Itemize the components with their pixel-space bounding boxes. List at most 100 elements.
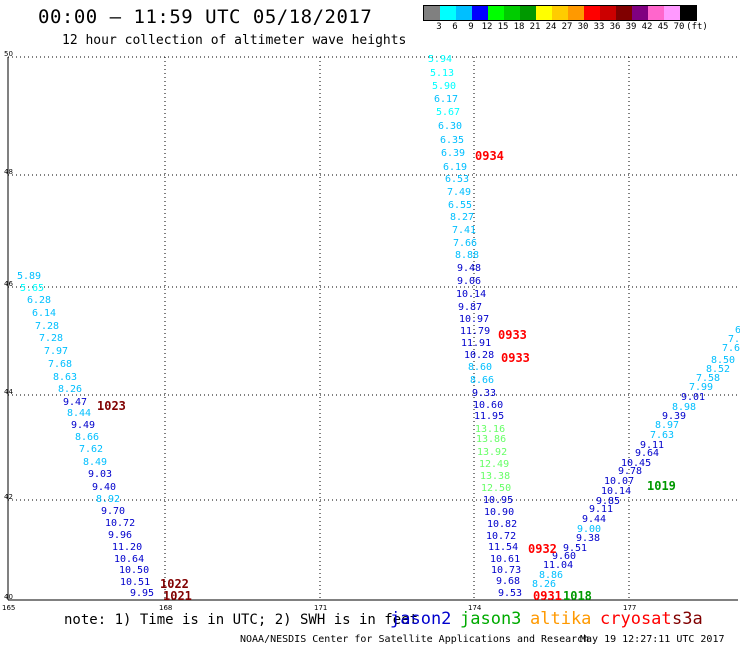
- units-note: note: 1) Time is in UTC; 2) SWH is in fe…: [64, 612, 419, 628]
- wave-height-label: 9.40: [92, 482, 116, 493]
- wave-height-label: 8.97: [655, 420, 679, 431]
- wave-height-label: 10.64: [114, 554, 144, 565]
- legend-label: 45: [657, 22, 669, 32]
- wave-height-label: 9.53: [498, 588, 522, 599]
- wave-height-label: 7.63: [650, 430, 674, 441]
- wave-height-label: 5.65: [20, 283, 44, 294]
- wave-height-label: 10.50: [119, 565, 149, 576]
- pass-time-label: 1021: [163, 589, 192, 603]
- wave-height-label: 13.38: [480, 471, 510, 482]
- wave-height-label: 6.53: [445, 174, 469, 185]
- wave-height-label: 9.33: [472, 388, 496, 399]
- wave-height-label: 10.72: [105, 518, 135, 529]
- wave-height-label: 11.79: [460, 326, 490, 337]
- wave-height-label: 11.04: [543, 560, 573, 571]
- pass-time-label: 1023: [97, 399, 126, 413]
- legend-swatch: [584, 6, 600, 20]
- wave-height-label: 7.41: [452, 225, 476, 236]
- color-scale-legend: [423, 5, 697, 21]
- legend-label: 3: [436, 22, 442, 32]
- legend-label: 9: [468, 22, 474, 32]
- x-tick-label: 174: [468, 604, 482, 612]
- wave-height-label: 8.44: [67, 408, 91, 419]
- legend-swatch: [520, 6, 536, 20]
- wave-height-label: 12.50: [481, 483, 511, 494]
- wave-height-label: 10.82: [487, 519, 517, 530]
- wave-height-label: 5.94: [428, 54, 452, 65]
- legend-label: 12: [481, 22, 493, 32]
- x-tick-label: 171: [314, 604, 327, 612]
- wave-height-label: 10.28: [464, 350, 494, 361]
- wave-height-label: 8.60: [468, 362, 492, 373]
- y-tick-label: 40: [4, 593, 13, 601]
- wave-height-label: 11.54: [488, 542, 518, 553]
- wave-height-label: 10.73: [491, 565, 521, 576]
- wave-height-label: 9.95: [130, 588, 154, 599]
- legend-swatch: [536, 6, 552, 20]
- legend-swatch: [616, 6, 632, 20]
- wave-height-label: 10.72: [486, 531, 516, 542]
- wave-height-label: 7.28: [35, 321, 59, 332]
- wave-height-label: 9.60: [552, 551, 576, 562]
- pass-time-label: 0933: [498, 328, 527, 342]
- x-tick-label: 168: [159, 604, 172, 612]
- wave-height-label: 9.38: [576, 533, 600, 544]
- wave-height-label: 9.51: [563, 543, 587, 554]
- wave-height-label: 9.06: [457, 276, 481, 287]
- wave-height-label: 10.14: [456, 289, 486, 300]
- satellite-s3a-label: s3a: [672, 609, 703, 629]
- wave-height-label: 7.58: [696, 373, 720, 384]
- legend-label: 39: [625, 22, 637, 32]
- wave-height-label: 9.48: [457, 263, 481, 274]
- wave-height-label: 10.51: [120, 577, 150, 588]
- legend-swatch: [664, 6, 680, 20]
- wave-height-label: 10.90: [484, 507, 514, 518]
- pass-time-label: 0933: [501, 351, 530, 365]
- x-tick-label: 165: [2, 604, 15, 612]
- wave-height-label: 10.95: [483, 495, 513, 506]
- legend-swatch: [632, 6, 648, 20]
- legend-label: 18: [513, 22, 525, 32]
- wave-height-label: 6.17: [434, 94, 458, 105]
- wave-height-label: 8.98: [672, 402, 696, 413]
- wave-height-label: 9.03: [88, 469, 112, 480]
- wave-height-label: 9.49: [71, 420, 95, 431]
- wave-height-label: 8.63: [53, 372, 77, 383]
- wave-height-label: 5.89: [17, 271, 41, 282]
- x-tick-label: 177: [623, 604, 636, 612]
- satellite-cryosat-label: cryosat: [600, 609, 672, 629]
- wave-height-label: 10.61: [490, 554, 520, 565]
- wave-height-label: 12.49: [479, 459, 509, 470]
- timestamp-text: May 19 12:27:11 UTC 2017: [580, 634, 725, 645]
- legend-swatch: [680, 6, 696, 20]
- wave-height-label: 6.35: [440, 135, 464, 146]
- wave-height-label: 7.97: [44, 346, 68, 357]
- wave-height-label: 7.66: [453, 238, 477, 249]
- wave-height-label: 9.64: [635, 448, 659, 459]
- wave-height-label: 6.30: [438, 121, 462, 132]
- pass-time-label: 0934: [475, 149, 504, 163]
- pass-time-label: 0932: [528, 542, 557, 556]
- legend-swatch: [552, 6, 568, 20]
- legend-label: 30: [577, 22, 589, 32]
- credit-text: NOAA/NESDIS Center for Satellite Applica…: [240, 634, 590, 645]
- wave-height-label: 8.66: [75, 432, 99, 443]
- y-tick-label: 44: [4, 388, 13, 396]
- wave-height-label: 9.68: [496, 576, 520, 587]
- satellite-altika-label: altika: [530, 609, 592, 629]
- wave-height-label: 13.86: [476, 434, 506, 445]
- wave-height-label: 13.92: [477, 447, 507, 458]
- pass-time-label: 1019: [647, 479, 676, 493]
- y-tick-label: 50: [4, 50, 13, 58]
- wave-height-label: 8.86: [539, 570, 563, 581]
- satellite-jason3-label: jason3: [460, 609, 522, 629]
- wave-height-label: 7.68: [48, 359, 72, 370]
- wave-height-label: 7.62: [79, 444, 103, 455]
- pass-time-label: 1018: [563, 589, 592, 603]
- legend-swatch: [568, 6, 584, 20]
- wave-height-label: 6.55: [448, 200, 472, 211]
- wave-height-label: 11.95: [474, 411, 504, 422]
- wave-height-label: 9.44: [582, 514, 606, 525]
- wave-height-label: 8.27: [450, 212, 474, 223]
